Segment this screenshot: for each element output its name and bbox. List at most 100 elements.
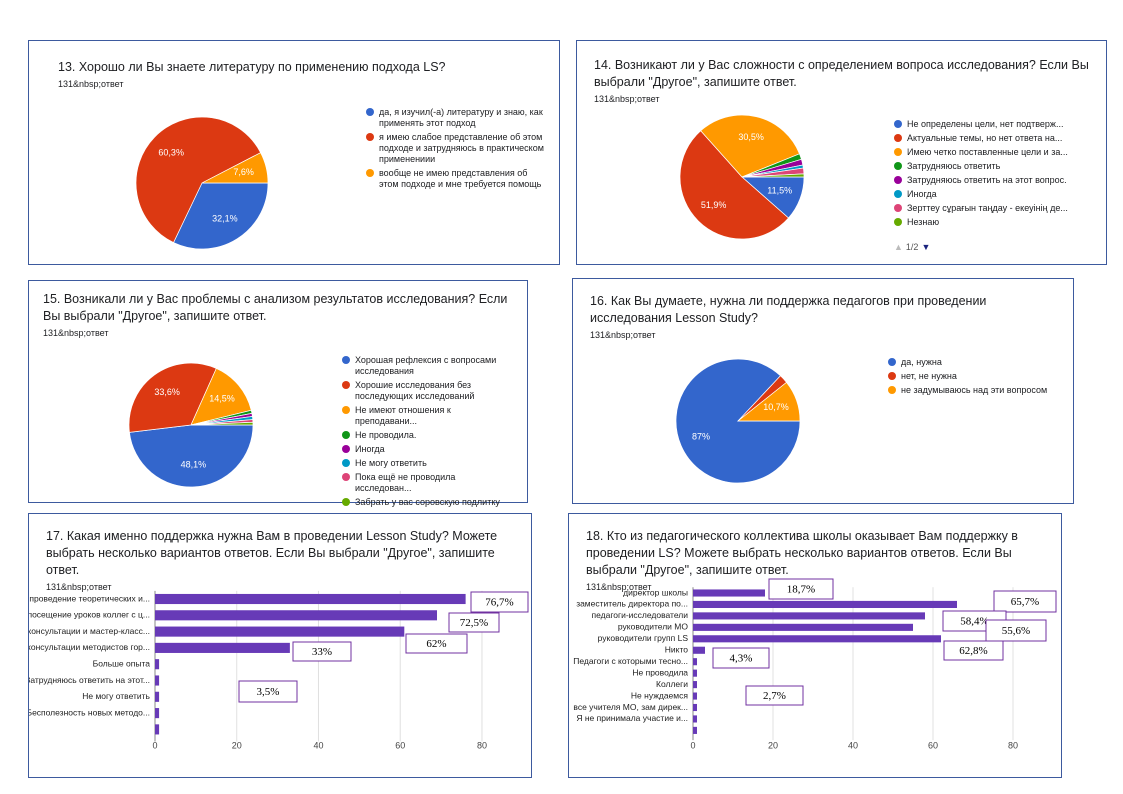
y-tick-label: Не проводила	[632, 667, 688, 677]
x-tick-label: 0	[152, 740, 157, 750]
x-tick-label: 20	[768, 740, 778, 750]
y-tick-label: консультации методистов гор...	[29, 642, 150, 652]
chart: 11,5% 51,9% 30,5%	[679, 114, 805, 240]
x-tick-label: 20	[232, 740, 242, 750]
legend-label: я имею слабое представление об этом подх…	[379, 132, 544, 164]
pie-slice	[173, 182, 269, 250]
bar	[693, 635, 941, 643]
legend-swatch	[342, 473, 350, 481]
legend-item: Хорошие исследования без последующих исс…	[342, 380, 512, 402]
annotation-box	[993, 590, 1057, 613]
response-count: 131&nbsp;ответ	[58, 79, 124, 89]
y-tick-label: Затрудняюсь ответить на этот...	[29, 675, 150, 685]
response-count: 131&nbsp;ответ	[586, 582, 652, 592]
pie-slice	[679, 130, 790, 240]
legend-item: вообще не имею представления об этом под…	[366, 168, 546, 190]
slice-label: 32,1%	[212, 214, 238, 224]
bar	[693, 681, 697, 689]
prev-page: ▲	[894, 242, 903, 252]
legend-item: да, нужна	[888, 357, 1063, 368]
pie-slice	[700, 114, 800, 178]
legend-pager: ▲ 1/2 ▼	[894, 242, 1069, 253]
legend: да, нужна нет, не нужна не задумываюсь над…	[888, 357, 1063, 399]
slice-label: 87%	[692, 431, 710, 441]
bar	[693, 715, 697, 723]
chart-title: 13. Хорошо ли Вы знаете литературу по пр…	[58, 60, 446, 74]
bar	[155, 659, 160, 670]
legend-label: Забрать у вас соровскую подлитку	[355, 497, 500, 507]
annotation-box	[470, 591, 529, 613]
chart-title: 18. Кто из педагогического коллектива шк…	[586, 529, 1018, 577]
legend-label: Иногда	[355, 444, 385, 454]
header: 15. Возникали ли у Вас проблемы с анализ…	[43, 291, 523, 338]
pie-slice	[736, 381, 801, 422]
legend-label: Хорошая рефлексия с вопросами исследован…	[355, 355, 497, 376]
legend-label: да, нужна	[901, 357, 942, 367]
bar	[693, 703, 697, 712]
legend-swatch	[342, 498, 350, 506]
chart-title: 16. Как Вы думаете, нужна ли поддержка п…	[590, 294, 987, 325]
y-tick-label: педагоги-исследователи	[592, 610, 689, 620]
next-page[interactable]: ▼	[921, 242, 931, 252]
annotation-box	[238, 680, 298, 703]
annotation: 3,5%	[257, 686, 280, 698]
legend-item: Иногда	[894, 189, 1069, 200]
bar	[693, 726, 697, 734]
legend-item: Не определены цели, нет подтверж...	[894, 119, 1069, 130]
chart-title: 14. Возникают ли у Вас сложности с опред…	[594, 58, 1089, 89]
legend-label: Затрудняюсь ответить	[907, 161, 1001, 171]
annotation: 2,7%	[763, 690, 786, 702]
legend-swatch	[888, 358, 896, 366]
slice-label: 11,5%	[767, 186, 792, 196]
legend-label: Иногда	[907, 189, 937, 199]
pie-slice	[201, 152, 269, 184]
chart-title: 17. Какая именно поддержка нужна Вам в п…	[46, 529, 498, 577]
chart: 48,1% 33,6% 14,5%	[128, 362, 254, 488]
x-tick-label: 60	[395, 740, 405, 750]
chart-panel: 0 20 40 60 80 проведение теоретических и... по…	[28, 513, 532, 778]
annotation: 62%	[426, 638, 446, 650]
legend-label: Затрудняюсь ответить на этот вопрос.	[907, 175, 1067, 185]
chart-panel: 32,1% 60,3% 7,6% 13. Хорошо ли Вы знаете ли…	[28, 40, 560, 265]
legend-label: Зерттеу сұрағын таңдау - екеуінің де...	[907, 203, 1068, 213]
legend-item: да, я изучил(-а) литературу и знаю, как …	[366, 107, 546, 129]
legend-item: Зерттеу сұрағын таңдау - екеуінің де...	[894, 203, 1069, 214]
bar	[155, 626, 405, 637]
pie-slice	[190, 421, 254, 426]
legend-label: Не определены цели, нет подтверж...	[907, 119, 1064, 129]
y-tick-label: Коллеги	[656, 679, 688, 689]
annotation: 62,8%	[959, 645, 987, 657]
slice-label: 33,6%	[154, 387, 180, 397]
legend-label: Актуальные темы, но нет ответа на...	[907, 133, 1063, 143]
y-tick-label: все учителя МО, зам дирек...	[573, 702, 688, 712]
chart-panel: 0 20 40 60 80 директор школы заместитель дирек…	[568, 513, 1062, 778]
annotation-box	[985, 619, 1047, 642]
legend-swatch	[894, 148, 902, 156]
chart: 0 20 40 60 80 проведение теоретических и... по…	[29, 590, 529, 750]
annotation-box	[768, 578, 834, 600]
legend-item: Имею четко поставленные цели и за...	[894, 147, 1069, 158]
x-tick-label: 80	[1008, 740, 1018, 750]
legend-swatch	[342, 459, 350, 467]
slice-label: 48,1%	[181, 460, 207, 470]
y-tick-label: Больше опыта	[93, 658, 151, 668]
legend-item: Затрудняюсь ответить на этот вопрос.	[894, 175, 1069, 186]
slice-label: 30,5%	[738, 132, 764, 142]
y-tick-label: руководители групп LS	[598, 633, 689, 643]
bar	[693, 646, 705, 654]
y-tick-label: Педагоги с которыми тесно...	[573, 656, 688, 666]
annotation: 58,4%	[960, 616, 988, 628]
annotation-box	[943, 640, 1004, 661]
legend: Не определены цели, нет подтверж... Актуа…	[894, 119, 1069, 253]
legend-swatch	[894, 134, 902, 142]
annotation: 65,7%	[1011, 596, 1039, 608]
legend-item: Актуальные темы, но нет ответа на...	[894, 133, 1069, 144]
annotation-box	[745, 685, 804, 706]
pie-slice	[190, 367, 252, 426]
legend-swatch	[894, 204, 902, 212]
chart-title: 15. Возникали ли у Вас проблемы с анализ…	[43, 292, 508, 323]
y-tick-label: руководители МО	[618, 622, 688, 632]
bar	[693, 692, 697, 700]
slice-label: 60,3%	[158, 148, 184, 158]
